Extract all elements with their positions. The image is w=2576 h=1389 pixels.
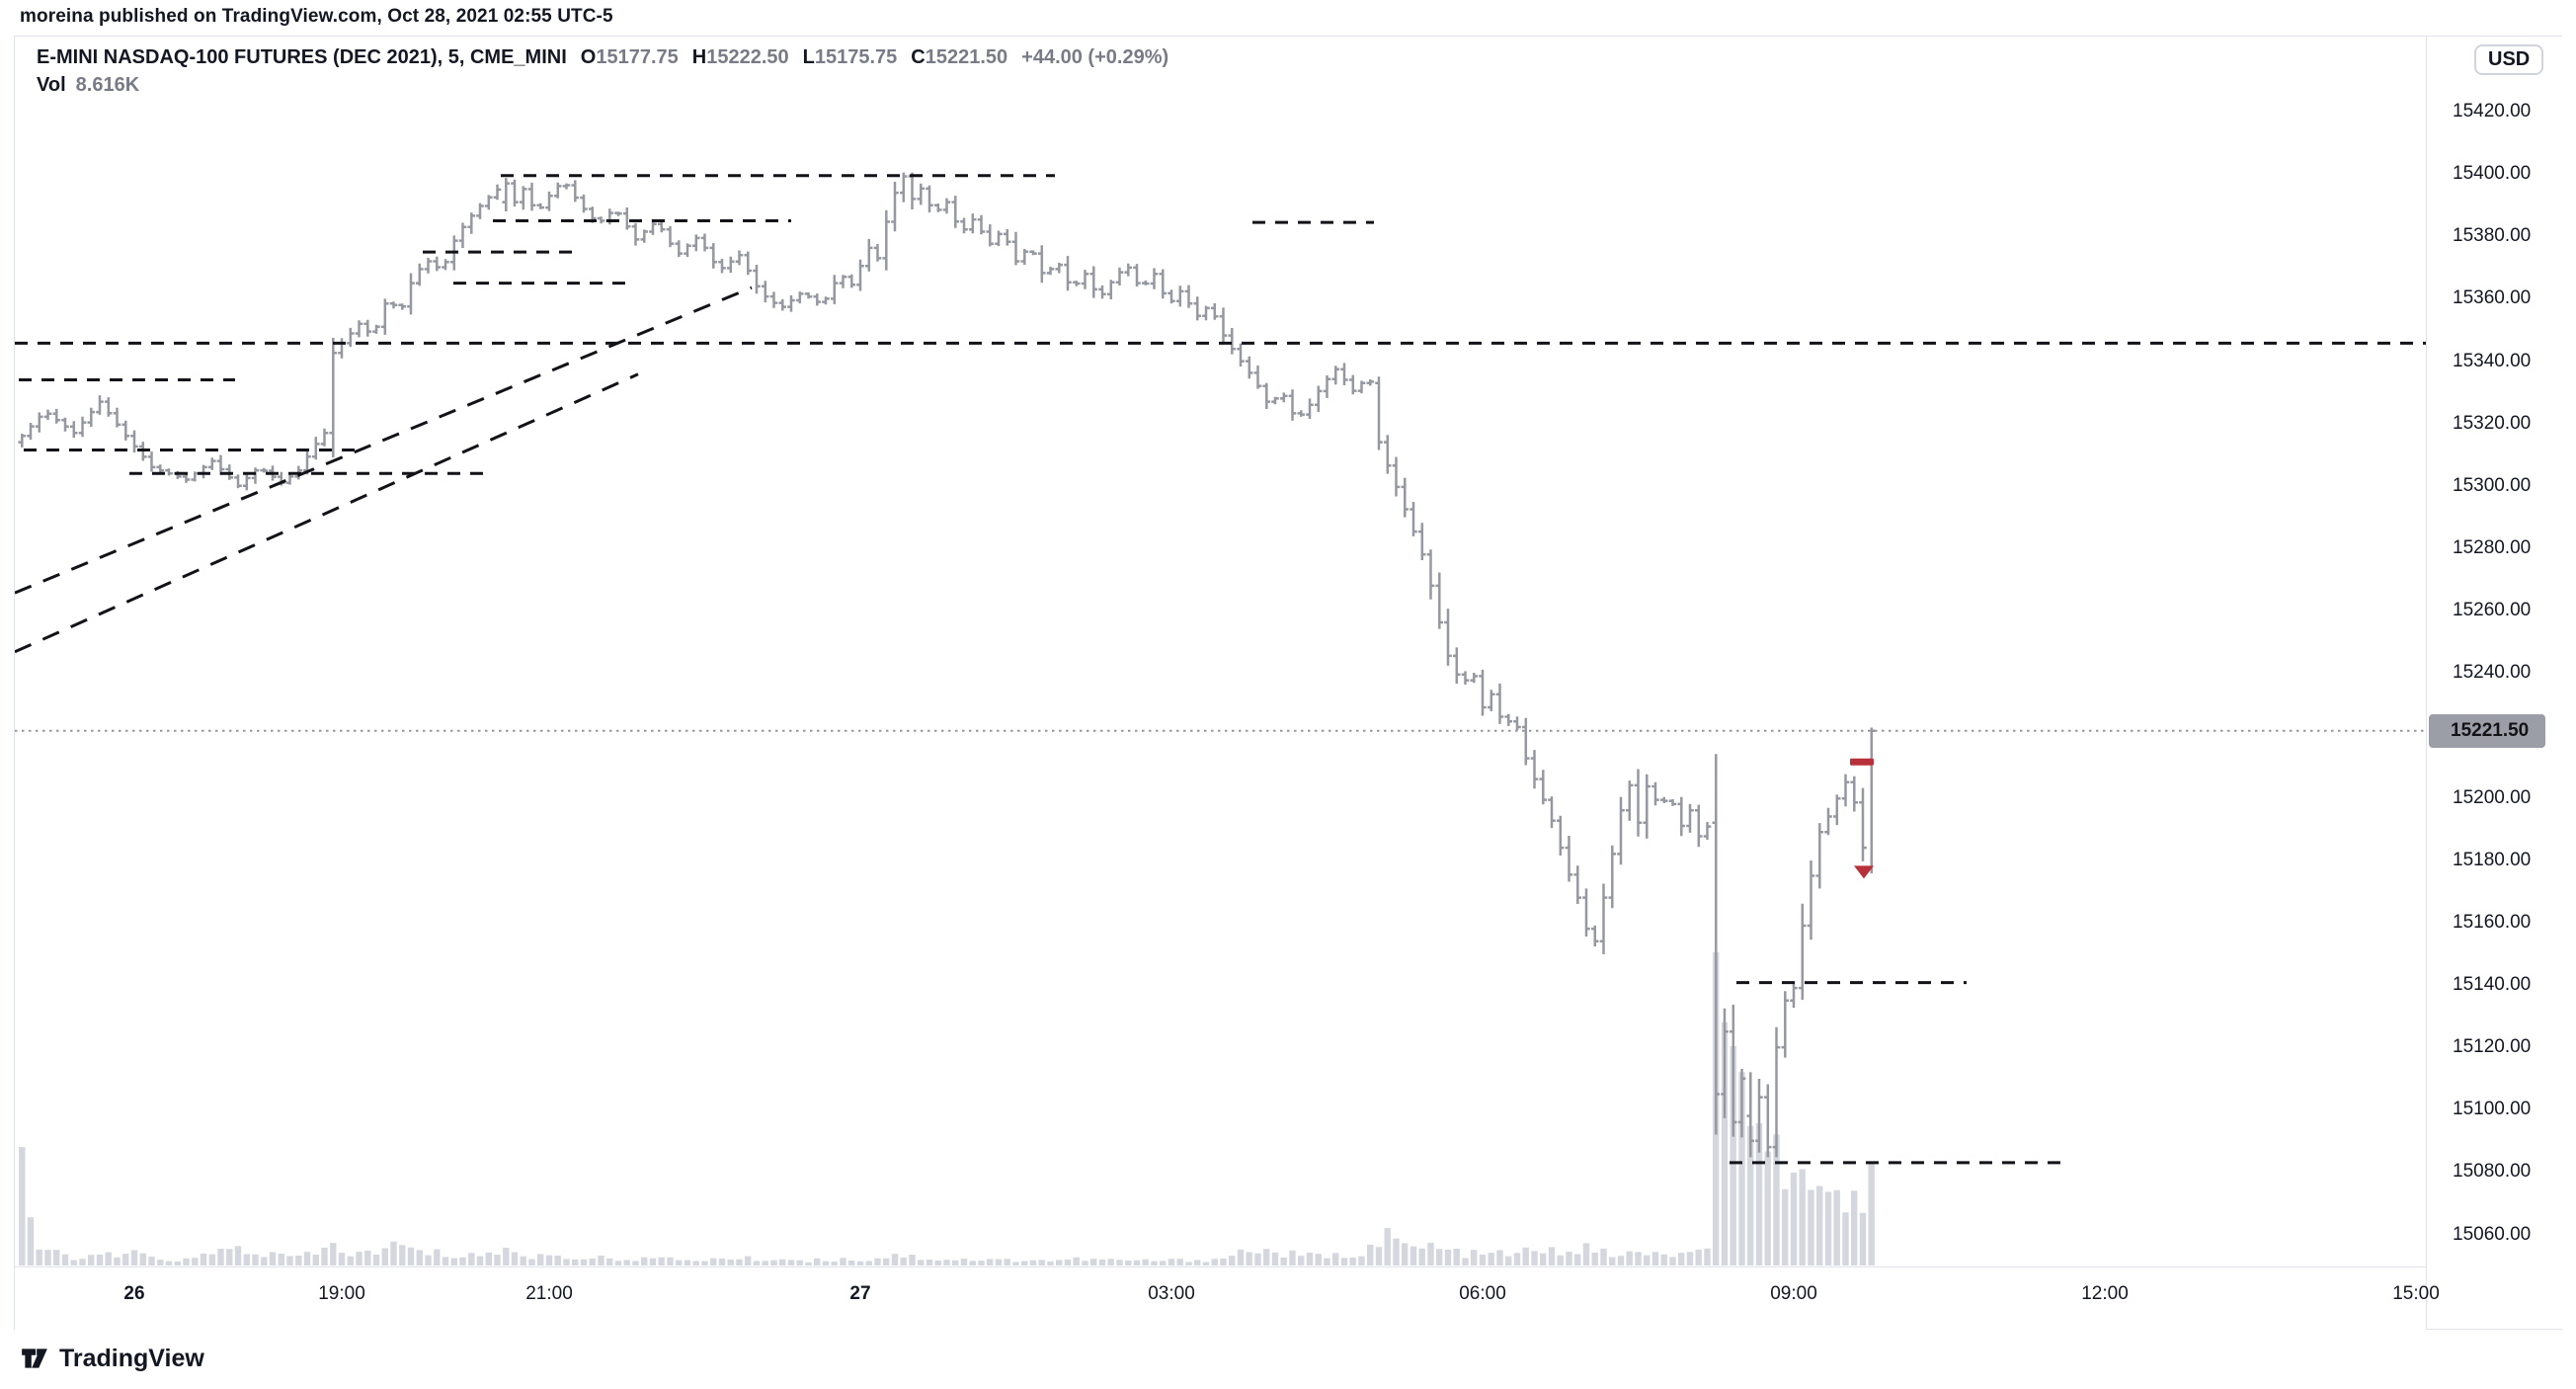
- time-axis-label: 19:00: [318, 1283, 365, 1304]
- price-axis-label: 15300.00: [2453, 475, 2532, 496]
- price-axis-label: 15180.00: [2453, 850, 2532, 870]
- ohlc-low: L15175.75: [802, 46, 898, 68]
- price-axis-label: 15340.00: [2453, 351, 2532, 371]
- price-axis-label: 15060.00: [2453, 1224, 2532, 1245]
- legend-volume-row[interactable]: Vol 8.616K: [37, 74, 1168, 102]
- sell-arrow-marker[interactable]: [1854, 865, 1874, 879]
- price-axis-label: 15420.00: [2453, 101, 2532, 122]
- price-axis-label: 15320.00: [2453, 413, 2532, 434]
- symbol-title: E-MINI NASDAQ-100 FUTURES (DEC 2021), 5,…: [37, 46, 567, 68]
- time-axis-label: 21:00: [525, 1283, 573, 1304]
- red-dash-marker[interactable]: [1850, 758, 1874, 766]
- price-axis-label: 15240.00: [2453, 662, 2532, 683]
- price-axis-label: 15360.00: [2453, 287, 2532, 308]
- trend-lines[interactable]: [15, 286, 753, 654]
- volume-bars: [19, 951, 1875, 1266]
- price-axis-label: 15260.00: [2453, 600, 2532, 620]
- level-lines[interactable]: [15, 174, 2426, 1165]
- price-axis-label: 15140.00: [2453, 974, 2532, 995]
- tradingview-logo[interactable]: TradingView: [20, 1344, 204, 1373]
- attribution-text: moreina published on TradingView.com, Oc…: [20, 6, 613, 27]
- volume-value: 8.616K: [75, 74, 140, 96]
- time-axis-label: 15:00: [2392, 1283, 2440, 1304]
- time-axis[interactable]: 26 19:00 21:00 27 03:00 06:00 09:00 12:00 15:00: [15, 1266, 2440, 1330]
- time-axis-label: 27: [849, 1283, 871, 1304]
- ohlc-close: C15221.50: [911, 46, 1008, 68]
- chart-frame: E-MINI NASDAQ-100 FUTURES (DEC 2021), 5,…: [14, 36, 2563, 1330]
- tradingview-logo-text: TradingView: [59, 1344, 204, 1372]
- price-axis-label: 15200.00: [2453, 787, 2532, 808]
- chart-legend: E-MINI NASDAQ-100 FUTURES (DEC 2021), 5,…: [37, 46, 1168, 102]
- price-axis-label: 15100.00: [2453, 1099, 2532, 1119]
- price-axis-label: 15080.00: [2453, 1161, 2532, 1182]
- last-price-tag: 15221.50: [2429, 714, 2545, 748]
- currency-badge[interactable]: USD: [2474, 44, 2544, 75]
- time-axis-label: 09:00: [1770, 1283, 1817, 1304]
- ohlc-bars: [18, 172, 1876, 1158]
- tradingview-logo-icon: [22, 1348, 47, 1368]
- ohlc-high: H15222.50: [691, 46, 789, 68]
- time-axis-label: 12:00: [2081, 1283, 2129, 1304]
- time-axis-label: 26: [123, 1283, 145, 1304]
- price-axis-label: 15280.00: [2453, 537, 2532, 558]
- ohlc-open: O15177.75: [580, 46, 679, 68]
- price-chart-plot[interactable]: [15, 37, 2426, 1266]
- price-axis-label: 15120.00: [2453, 1036, 2532, 1057]
- price-axis[interactable]: USD 15221.50 15420.00 15400.00 15380.00 153…: [2426, 37, 2563, 1329]
- volume-label: Vol: [37, 74, 66, 96]
- time-axis-label: 03:00: [1148, 1283, 1195, 1304]
- time-axis-label: 06:00: [1459, 1283, 1506, 1304]
- change-value: +44.00 (+0.29%): [1021, 46, 1169, 68]
- price-axis-label: 15160.00: [2453, 912, 2532, 933]
- legend-symbol-row[interactable]: E-MINI NASDAQ-100 FUTURES (DEC 2021), 5,…: [37, 46, 1168, 74]
- price-axis-label: 15380.00: [2453, 225, 2532, 246]
- price-axis-label: 15400.00: [2453, 163, 2532, 184]
